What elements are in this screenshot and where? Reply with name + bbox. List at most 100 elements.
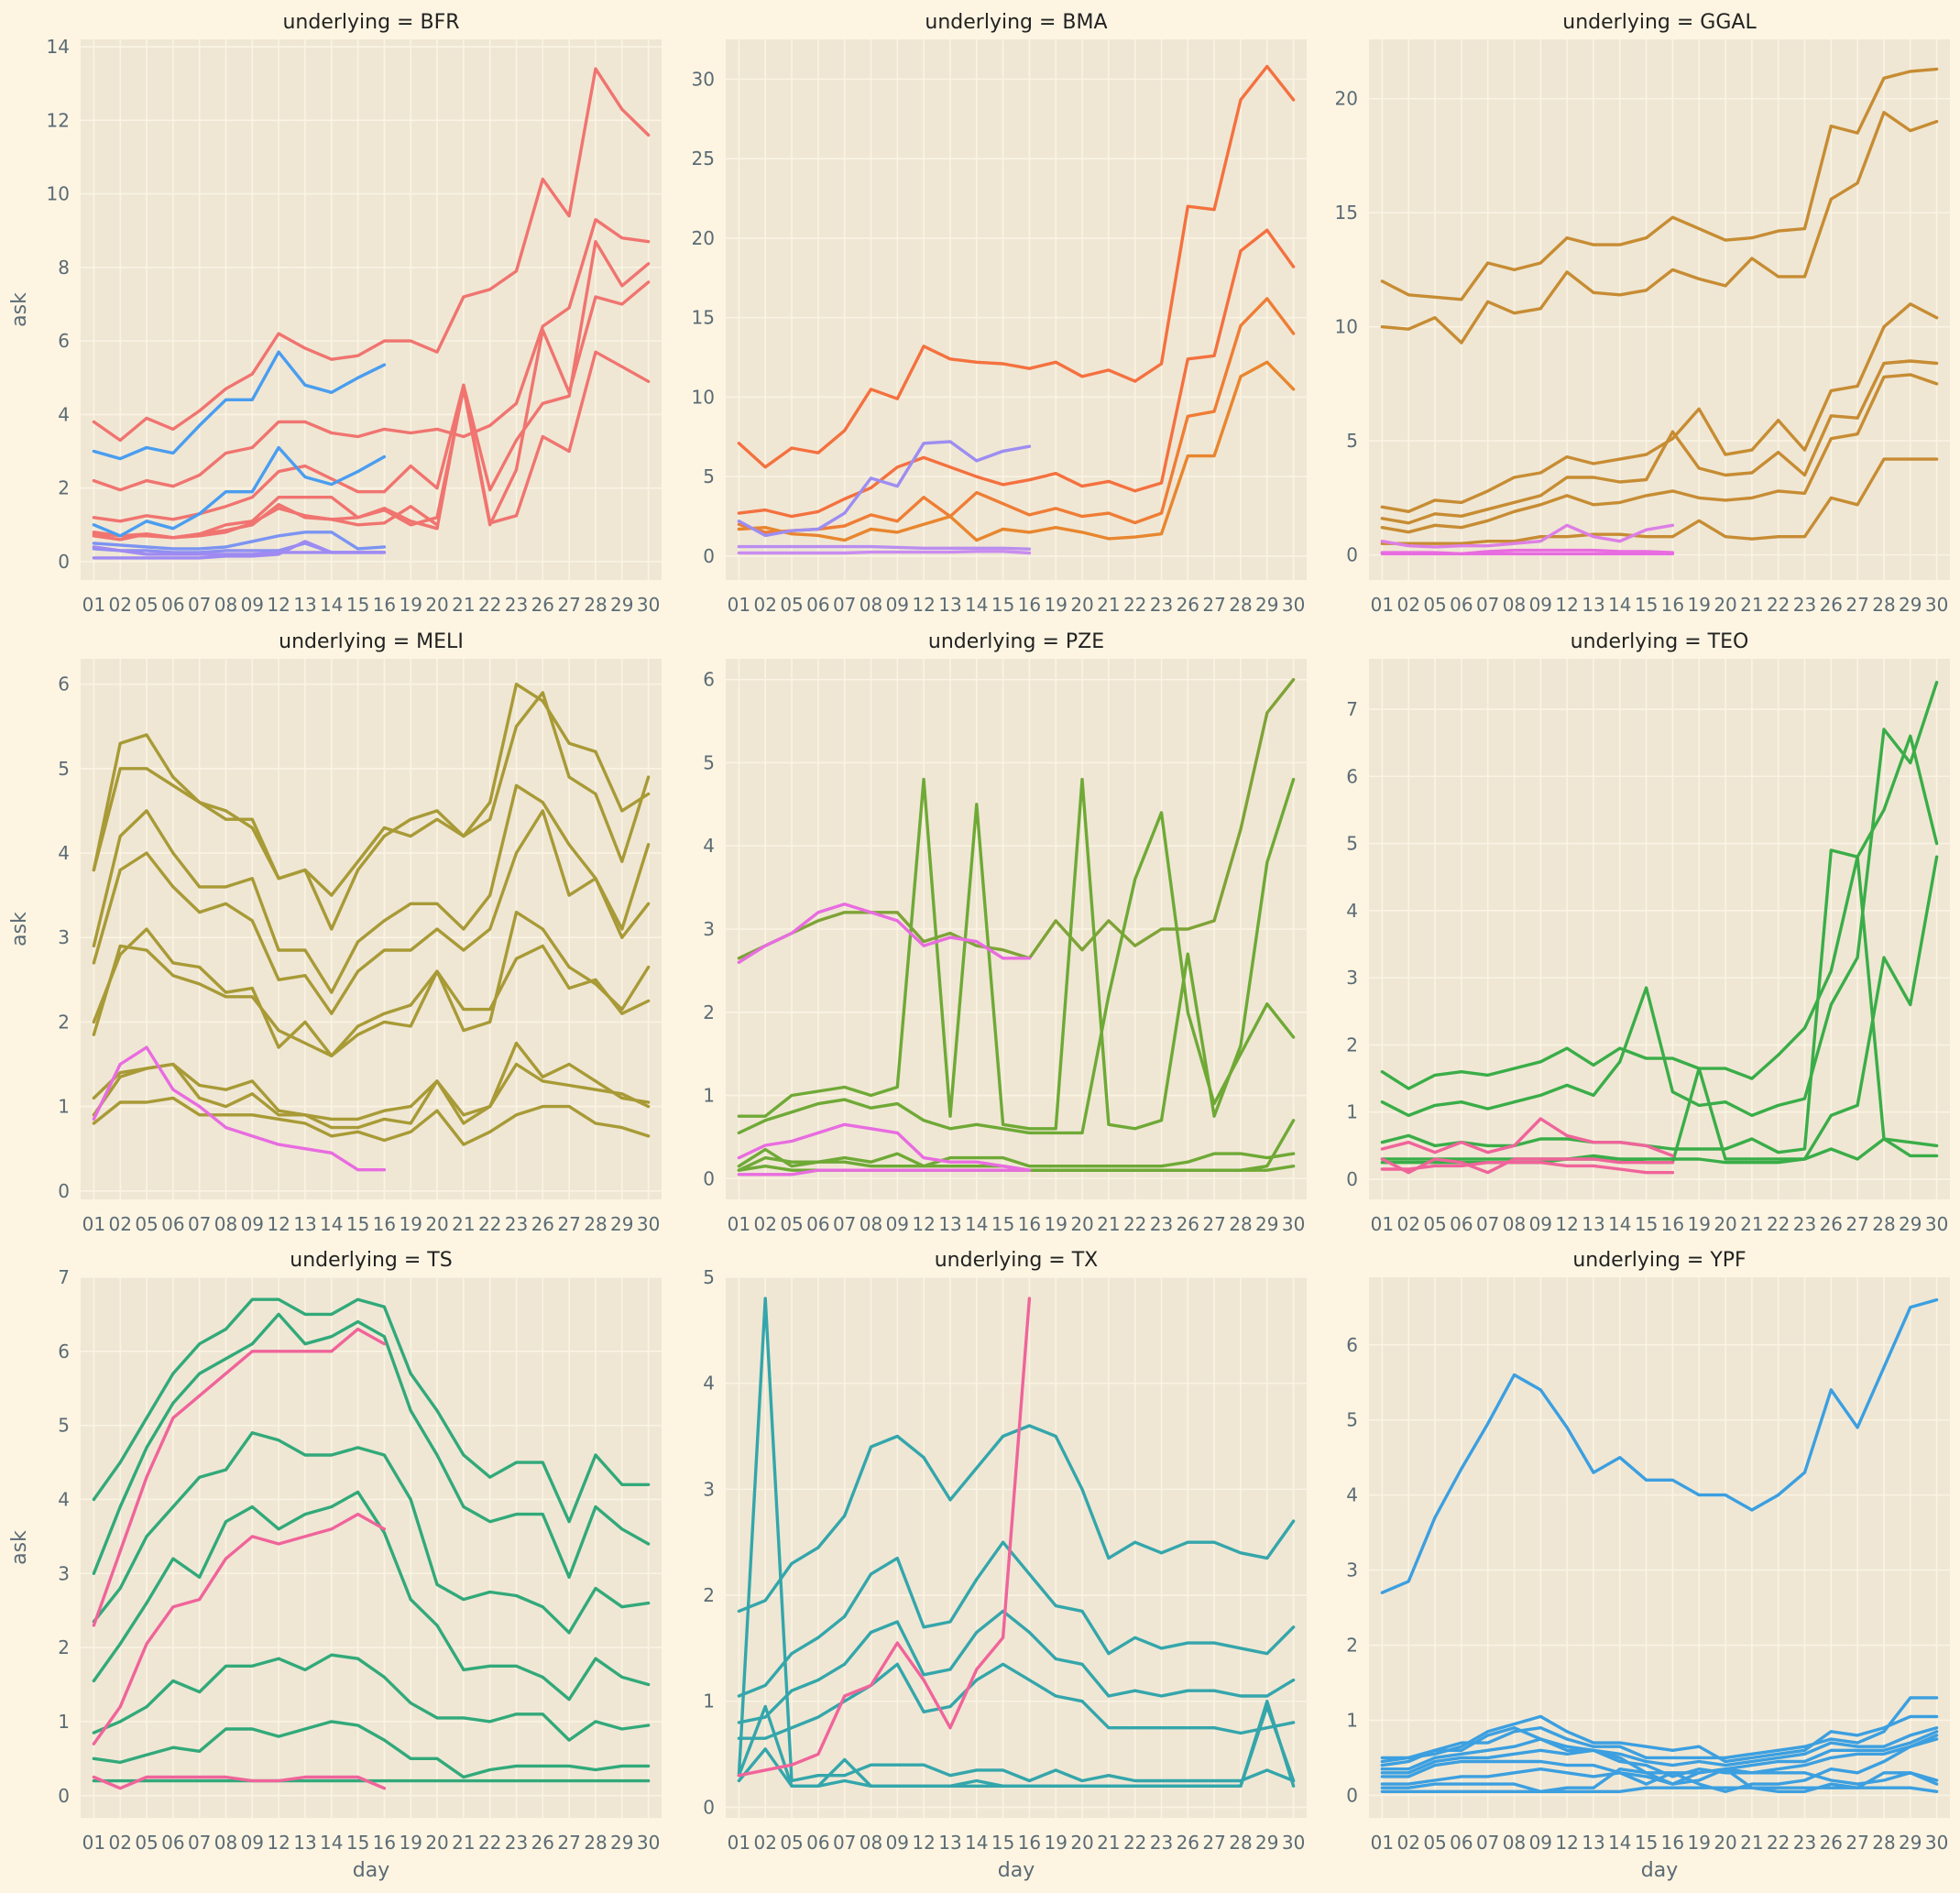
x-tick-label: 07 (1476, 1213, 1499, 1235)
y-tick-label: 25 (692, 148, 715, 170)
x-tick-label: 12 (912, 594, 935, 616)
panel-title: underlying = TEO (1571, 630, 1749, 653)
y-tick-label: 2 (58, 1011, 70, 1033)
x-tick-label: 21 (1740, 1213, 1763, 1235)
series-line (1380, 523, 1675, 549)
x-tick-label: 26 (531, 1832, 554, 1854)
y-tick-label: 7 (58, 1266, 70, 1288)
x-tick-label: 16 (373, 1832, 396, 1854)
x-tick-label: 14 (965, 1832, 988, 1854)
series-line (92, 683, 651, 931)
x-tick-label: 26 (1177, 594, 1199, 616)
x-tick-label: 29 (1255, 1213, 1278, 1235)
series-line (1380, 1767, 1939, 1786)
x-tick-label: 21 (452, 1213, 475, 1235)
x-tick-label: 07 (1476, 594, 1499, 616)
y-tick-label: 0 (703, 1167, 715, 1189)
x-tick-label: 01 (82, 594, 105, 616)
x-tick-label: 20 (425, 594, 448, 616)
plot-area (81, 659, 662, 1199)
y-tick-label: 1 (1346, 1709, 1358, 1731)
series-line (92, 1490, 651, 1702)
x-tick-label: 29 (1899, 1213, 1922, 1235)
x-tick-label: 27 (1845, 594, 1868, 616)
x-tick-label: 23 (1150, 1832, 1173, 1854)
panel-title: underlying = TX (935, 1249, 1099, 1272)
x-tick-label: 01 (728, 1213, 750, 1235)
x-tick-label: 28 (584, 594, 607, 616)
series-line (737, 811, 1296, 1135)
x-tick-label: 29 (1255, 1832, 1278, 1854)
x-tick-label: 28 (1229, 1832, 1252, 1854)
x-tick-label: 21 (452, 594, 475, 616)
x-tick-label: 05 (780, 1832, 803, 1854)
series-line (737, 297, 1296, 534)
y-tick-label: 4 (58, 403, 70, 425)
x-tick-label: 12 (1555, 594, 1578, 616)
x-tick-label: 21 (1097, 1832, 1120, 1854)
panel-title: underlying = MELI (279, 630, 464, 653)
x-tick-label: 27 (1202, 1832, 1225, 1854)
y-tick-label: 0 (1346, 1168, 1358, 1190)
x-tick-label: 13 (293, 594, 316, 616)
y-tick-label: 14 (47, 36, 70, 58)
x-tick-label: 30 (637, 1832, 660, 1854)
x-tick-label: 06 (1450, 1832, 1473, 1854)
x-tick-label: 06 (1450, 594, 1473, 616)
series-line (1380, 855, 1939, 1165)
x-tick-label: 29 (610, 1832, 633, 1854)
x-tick-label: 30 (1925, 1832, 1948, 1854)
series-line (1380, 1161, 1675, 1175)
y-tick-label: 5 (1346, 833, 1358, 855)
x-tick-label: 05 (780, 594, 803, 616)
plot-area (1369, 659, 1950, 1199)
y-tick-label: 1 (703, 1691, 715, 1712)
x-tick-label: 27 (557, 1213, 580, 1235)
x-tick-label: 07 (1476, 1832, 1499, 1854)
x-tick-label: 06 (806, 1832, 829, 1854)
y-tick-label: 15 (692, 307, 715, 329)
x-tick-label: 27 (1845, 1213, 1868, 1235)
x-tick-label: 09 (886, 1832, 909, 1854)
series-line (737, 360, 1296, 542)
y-tick-label: 10 (1335, 316, 1358, 338)
x-tick-label: 22 (1123, 594, 1146, 616)
x-tick-label: 27 (1202, 1213, 1225, 1235)
x-tick-label: 21 (1097, 1213, 1120, 1235)
x-tick-label: 30 (1282, 1832, 1305, 1854)
y-tick-label: 0 (58, 1180, 70, 1202)
x-tick-label: 28 (584, 1832, 607, 1854)
series-line (92, 350, 387, 461)
y-tick-label: 2 (58, 1636, 70, 1658)
x-tick-label: 20 (1714, 594, 1736, 616)
series-line (1380, 457, 1939, 545)
x-tick-label: 28 (1872, 594, 1895, 616)
x-tick-label: 14 (965, 1213, 988, 1235)
x-tick-label: 22 (478, 1832, 501, 1854)
series-line (92, 240, 651, 523)
x-tick-label: 15 (1635, 1213, 1658, 1235)
x-tick-label: 15 (1635, 594, 1658, 616)
y-tick-label: 1 (58, 1711, 70, 1733)
x-tick-label: 28 (1872, 1213, 1895, 1235)
y-tick-label: 0 (1346, 1784, 1358, 1806)
x-axis-label: day (1641, 1859, 1678, 1882)
x-tick-label: 12 (1555, 1213, 1578, 1235)
x-tick-label: 02 (754, 1213, 777, 1235)
x-tick-label: 22 (1767, 594, 1790, 616)
x-tick-label: 14 (320, 1832, 343, 1854)
x-tick-label: 13 (293, 1213, 316, 1235)
series-line (92, 1327, 387, 1627)
x-tick-label: 23 (505, 1832, 528, 1854)
x-tick-label: 27 (1845, 1832, 1868, 1854)
x-tick-label: 08 (214, 1213, 237, 1235)
plot-area (1369, 39, 1950, 580)
x-tick-label: 07 (188, 1832, 211, 1854)
x-tick-label: 15 (1635, 1832, 1658, 1854)
y-tick-label: 6 (58, 1340, 70, 1362)
x-tick-label: 15 (346, 1832, 369, 1854)
x-tick-label: 22 (1767, 1213, 1790, 1235)
x-tick-label: 05 (1423, 1213, 1446, 1235)
x-tick-label: 12 (267, 594, 290, 616)
